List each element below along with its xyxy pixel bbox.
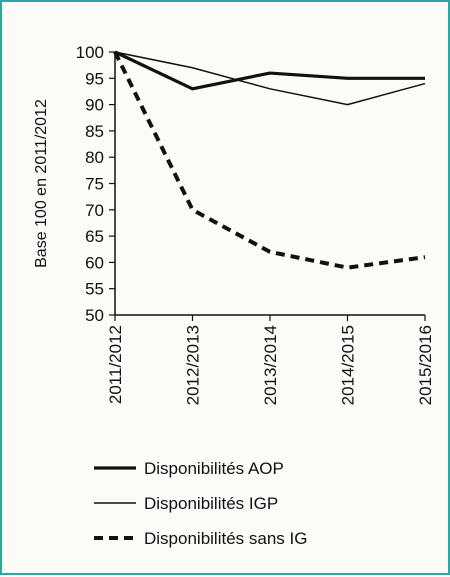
y-tick-label: 60 <box>85 253 104 272</box>
y-tick-label: 50 <box>85 306 104 325</box>
x-tick-label: 2012/2013 <box>184 325 203 405</box>
x-tick-label: 2014/2015 <box>339 325 358 405</box>
y-tick-label: 65 <box>85 227 104 246</box>
legend-label-3: Disponibilités sans IG <box>144 529 307 548</box>
chart-series <box>113 50 426 270</box>
y-tick-label: 55 <box>85 280 104 299</box>
legend-label-2: Disponibilités IGP <box>144 494 278 513</box>
y-tick-label: 70 <box>85 201 104 220</box>
y-tick-label: 100 <box>76 43 104 62</box>
series-line-2 <box>114 51 426 106</box>
x-tick-label: 2013/2014 <box>261 325 280 405</box>
y-tick-label: 80 <box>85 148 104 167</box>
x-tick-label: 2011/2012 <box>106 325 125 404</box>
y-axis-title: Base 100 en 2011/2012 <box>33 99 50 268</box>
y-tick-label: 75 <box>85 175 104 194</box>
chart-legend: Disponibilités AOP Disponibilités IGP Disp… <box>94 459 307 548</box>
y-tick-label: 85 <box>85 122 104 141</box>
series-line-1 <box>114 50 425 91</box>
y-tick-label: 90 <box>85 96 104 115</box>
chart-axes: 50 55 60 65 70 75 80 85 90 95 100 2011/2012 2012/201… <box>76 43 435 405</box>
x-tick-label: 2015/2016 <box>416 325 435 405</box>
legend-label-1: Disponibilités AOP <box>144 459 284 478</box>
series-line-3 <box>113 51 426 270</box>
y-tick-label: 95 <box>85 69 104 88</box>
